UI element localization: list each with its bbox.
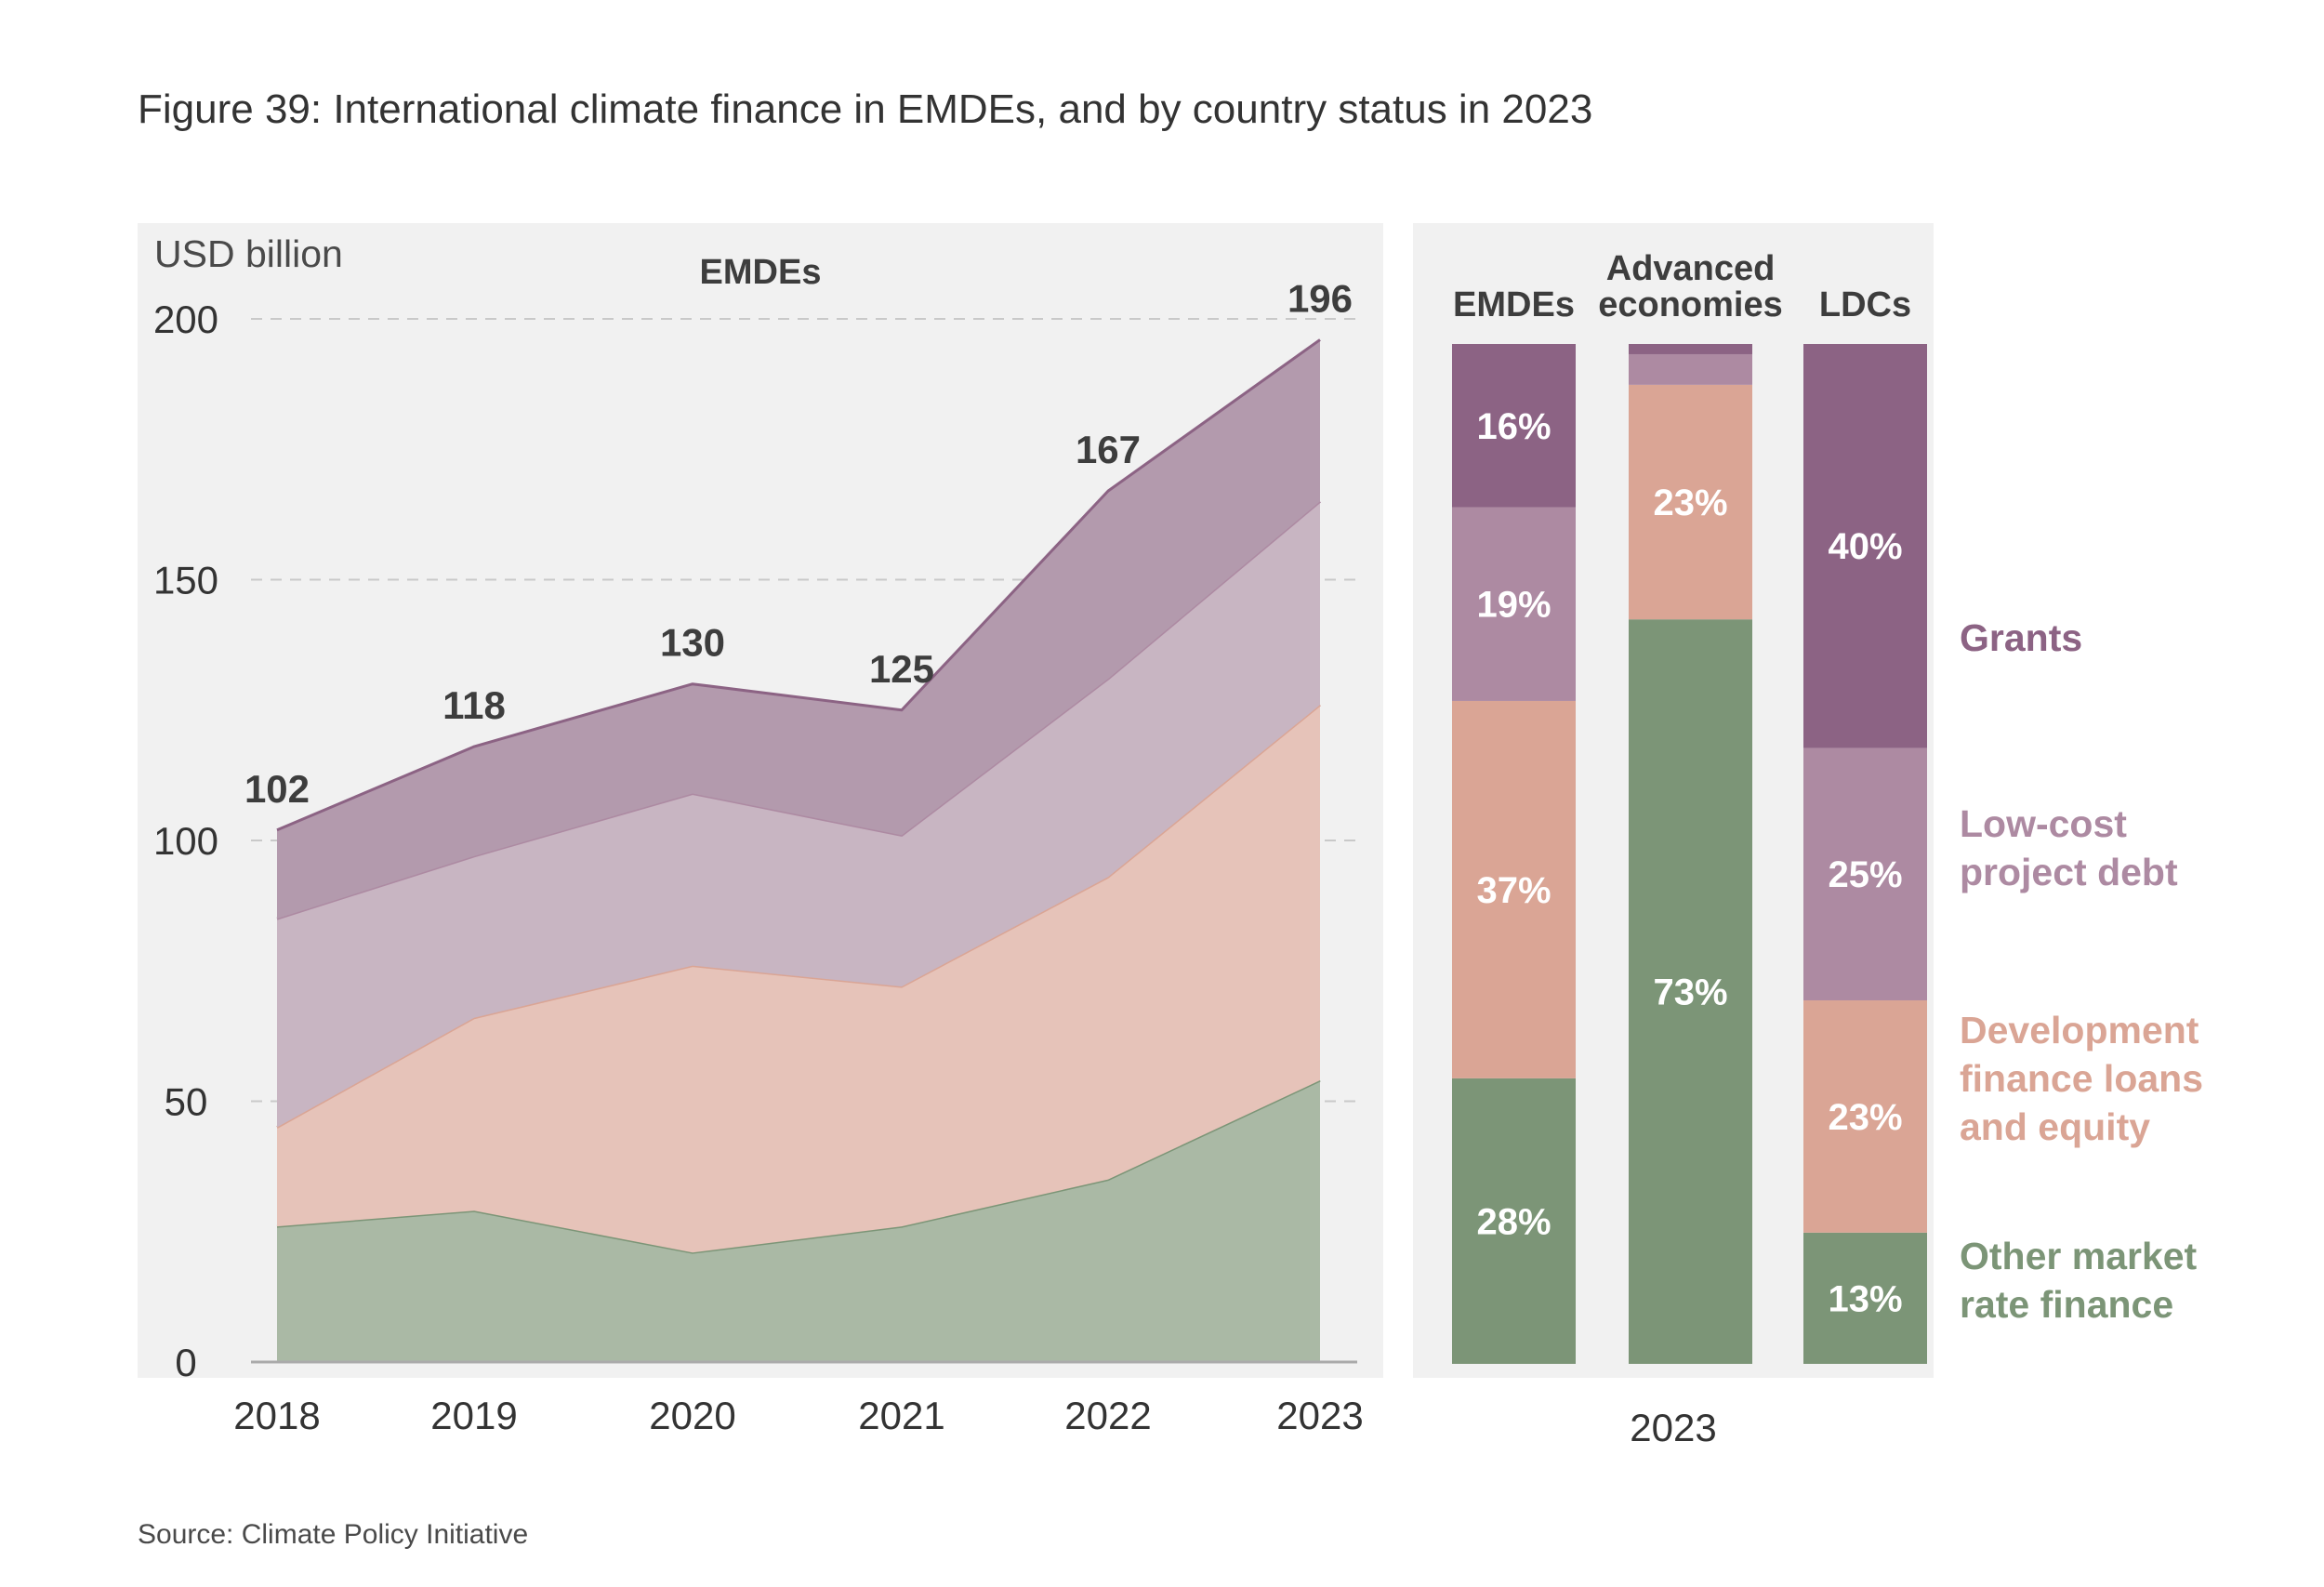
source-note: Source: Climate Policy Initiative bbox=[138, 1519, 528, 1550]
total-data-label: 167 bbox=[1076, 428, 1141, 471]
bar-x-axis-label: 2023 bbox=[1630, 1406, 1716, 1449]
bar-category-label: Advanced bbox=[1606, 249, 1776, 288]
total-data-label: 102 bbox=[244, 767, 310, 811]
bar-segment-dev-finance bbox=[1629, 384, 1752, 620]
legend-label-market-rate: Other market bbox=[1960, 1235, 2198, 1277]
x-tick-label: 2023 bbox=[1276, 1394, 1363, 1437]
total-data-label: 118 bbox=[442, 683, 506, 727]
bar-segment-market-rate bbox=[1629, 619, 1752, 1364]
y-tick-label: 150 bbox=[153, 559, 218, 602]
total-data-label: 130 bbox=[660, 621, 725, 665]
bar-category-label: LDCs bbox=[1819, 285, 1911, 324]
y-tick-label: 100 bbox=[153, 819, 218, 863]
bar-data-label: 16% bbox=[1476, 406, 1551, 447]
x-tick-label: 2018 bbox=[233, 1394, 320, 1437]
area-layers bbox=[276, 338, 1321, 1362]
y-tick-label: 200 bbox=[153, 298, 218, 341]
legend-label-dev-finance: and equity bbox=[1960, 1105, 2150, 1148]
x-tick-label: 2021 bbox=[858, 1394, 944, 1437]
figure-title: Figure 39: International climate finance… bbox=[138, 86, 1592, 132]
legend-label-market-rate: rate finance bbox=[1960, 1283, 2173, 1326]
legend-label-grants: Grants bbox=[1960, 616, 2082, 659]
area-low-cost bbox=[277, 501, 1320, 1128]
bar-segment-low-cost bbox=[1803, 747, 1927, 1000]
bar-segment-dev-finance bbox=[1803, 999, 1927, 1233]
bar-segments bbox=[1452, 344, 1927, 1364]
y-tick-label: 0 bbox=[175, 1341, 196, 1384]
bar-data-label: 23% bbox=[1653, 483, 1727, 523]
bar-segment-market-rate bbox=[1803, 1232, 1927, 1364]
bar-labels: 28% 37% 19% 16% EMDEs 73% 23% Advancedeconomies… bbox=[1453, 249, 1911, 1449]
y-axis-unit-label: USD billion bbox=[154, 232, 343, 275]
y-tick-label: 50 bbox=[165, 1080, 208, 1124]
area-market-rate bbox=[277, 1080, 1320, 1362]
bar-segment-grants bbox=[1803, 344, 1927, 748]
legend-label-dev-finance: Development bbox=[1960, 1009, 2199, 1051]
legend-label-dev-finance: finance loans bbox=[1960, 1057, 2203, 1100]
bar-data-label: 13% bbox=[1828, 1278, 1902, 1319]
bar-data-label: 40% bbox=[1828, 526, 1902, 567]
area-grants bbox=[277, 339, 1320, 919]
total-data-label: 125 bbox=[869, 647, 934, 691]
bar-data-label: 28% bbox=[1476, 1201, 1551, 1242]
bar-segment-dev-finance bbox=[1452, 700, 1576, 1078]
legend-label-low-cost: Low-cost bbox=[1960, 802, 2127, 845]
bar-segment-grants bbox=[1629, 344, 1752, 354]
area-panel-title: EMDEs bbox=[700, 253, 822, 292]
x-tick-label: 2019 bbox=[430, 1394, 517, 1437]
x-tick-label: 2020 bbox=[649, 1394, 735, 1437]
bar-data-label: 25% bbox=[1828, 854, 1902, 895]
bar-segment-grants bbox=[1452, 344, 1576, 508]
x-tick-label: 2022 bbox=[1064, 1394, 1151, 1437]
bar-category-label: EMDEs bbox=[1453, 285, 1575, 324]
bar-segment-low-cost bbox=[1452, 507, 1576, 701]
bar-category-label: economies bbox=[1598, 285, 1783, 324]
bar-data-label: 23% bbox=[1828, 1097, 1902, 1138]
bar-data-label: 73% bbox=[1653, 972, 1727, 1013]
total-data-label: 196 bbox=[1287, 276, 1353, 320]
bar-data-label: 37% bbox=[1476, 870, 1551, 911]
bar-segment-market-rate bbox=[1452, 1078, 1576, 1364]
area-line-grants bbox=[276, 338, 1321, 832]
area-labels: 0 50 100 150 200 USD billion EMDEs 2018 102 2019 1… bbox=[153, 232, 1364, 1437]
area-dev-finance bbox=[277, 705, 1320, 1253]
legend-label-low-cost: project debt bbox=[1960, 851, 2178, 893]
bar-data-label: 19% bbox=[1476, 585, 1551, 626]
legend: Grants Low-cost project debt Development fin… bbox=[1960, 616, 2203, 1326]
bar-segment-low-cost bbox=[1629, 353, 1752, 385]
